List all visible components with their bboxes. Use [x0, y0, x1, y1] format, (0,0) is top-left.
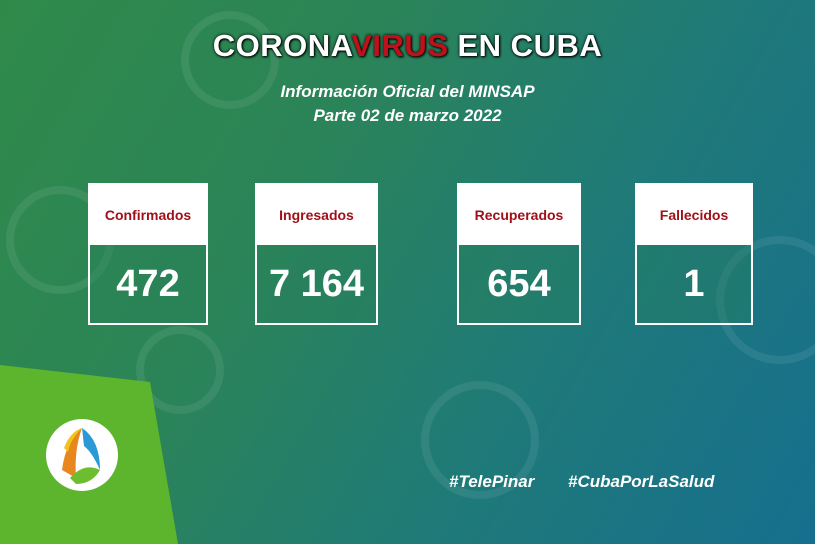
title-part: EN CUBA [457, 28, 603, 63]
hashtag: #TelePinar [449, 472, 535, 491]
stat-value: 654 [459, 245, 579, 323]
stat-card: Fallecidos 1 [635, 183, 753, 325]
hashtag: #CubaPorLaSalud [568, 472, 715, 491]
stat-label: Recuperados [459, 185, 579, 245]
stat-label: Ingresados [257, 185, 376, 245]
subtitle: Información Oficial del MINSAP [280, 82, 535, 101]
title-part: CORONA [212, 28, 352, 63]
stat-card: Recuperados 654 [457, 183, 581, 325]
stat-card: Ingresados 7 164 [255, 183, 378, 325]
stat-label: Fallecidos [637, 185, 751, 245]
stat-label: Confirmados [90, 185, 206, 245]
stat-value: 472 [90, 245, 206, 323]
logo [46, 419, 118, 491]
subtitle: Parte 02 de marzo 2022 [313, 106, 502, 125]
stat-value: 7 164 [257, 245, 376, 323]
stat-value: 1 [637, 245, 751, 323]
title: CORONAVIRUS EN CUBA [0, 28, 815, 64]
title-highlight: VIRUS [351, 28, 449, 63]
stat-card: Confirmados 472 [88, 183, 208, 325]
